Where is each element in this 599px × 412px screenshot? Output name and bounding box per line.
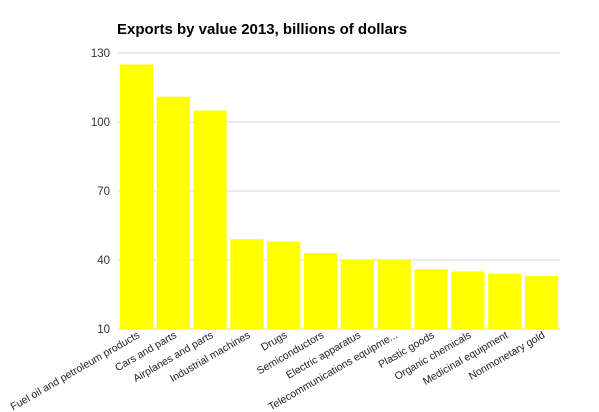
y-tick-label: 40 [97, 255, 110, 267]
bar [230, 239, 264, 329]
bar [488, 273, 522, 329]
bar [525, 276, 559, 329]
y-tick-label: 70 [97, 186, 110, 198]
y-tick-label: 100 [91, 117, 110, 129]
bar [156, 96, 190, 329]
y-tick-label: 130 [91, 48, 110, 60]
bar [414, 269, 448, 329]
bar [340, 260, 374, 329]
y-tick-label: 10 [97, 324, 110, 336]
bar [267, 241, 301, 329]
bar [119, 64, 153, 329]
bar [193, 110, 227, 329]
bar [451, 271, 485, 329]
bar [304, 253, 338, 329]
chart-title: Exports by value 2013, billions of dolla… [117, 21, 408, 38]
bar [377, 260, 411, 329]
